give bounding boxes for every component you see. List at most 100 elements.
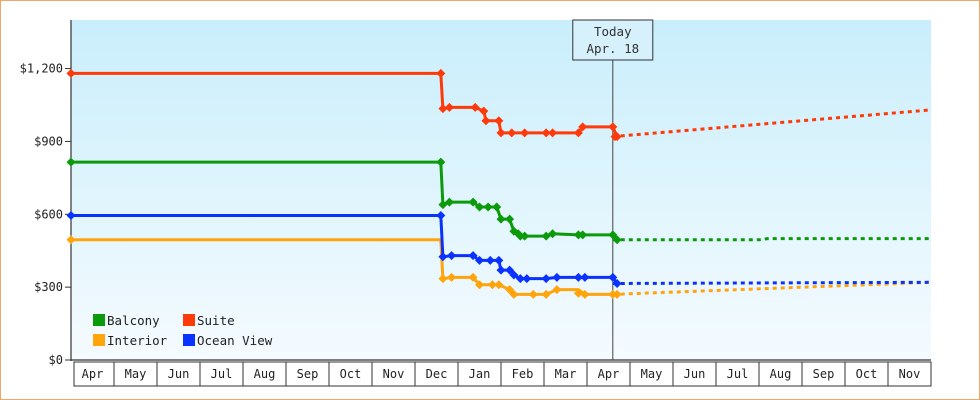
series-forecast-suite	[612, 108, 932, 139]
data-point-suite	[541, 128, 551, 138]
data-point-balcony	[444, 197, 454, 207]
data-point-suite	[438, 104, 448, 114]
data-point-interior	[528, 289, 538, 299]
series-forecast-balcony	[612, 237, 931, 242]
data-point-suite	[470, 102, 480, 112]
data-point-ocean-view	[66, 211, 76, 220]
data-point-suite	[479, 106, 489, 116]
x-tick-label: Jul	[727, 367, 749, 381]
legend-label: Ocean View	[197, 333, 273, 348]
x-tick-strip	[73, 361, 932, 387]
data-point-suite	[612, 132, 622, 142]
data-point-ocean-view	[612, 279, 622, 288]
legend-swatch	[183, 314, 195, 326]
x-tick-label: Apr	[598, 367, 620, 381]
data-point-suite	[494, 116, 504, 126]
y-tick-label: $1,200	[20, 62, 63, 76]
series-balcony	[66, 157, 931, 245]
legend-swatch	[93, 314, 105, 326]
data-point-interior	[447, 272, 457, 282]
series-interior	[66, 235, 932, 299]
y-tick-label: $300	[34, 280, 63, 294]
data-point-suite	[608, 122, 618, 132]
data-point-balcony	[548, 229, 558, 239]
data-point-ocean-view	[509, 270, 519, 280]
today-label: Today	[594, 24, 632, 39]
data-point-balcony	[608, 230, 618, 240]
data-point-interior	[612, 289, 622, 299]
data-point-balcony	[66, 157, 76, 167]
data-point-ocean-view	[522, 274, 532, 284]
data-point-balcony	[468, 197, 478, 207]
data-point-suite	[444, 102, 454, 112]
data-point-interior	[475, 280, 484, 290]
series-layer	[66, 68, 932, 299]
series-forecast-interior	[612, 280, 932, 296]
x-tick-label: Aug	[770, 367, 792, 381]
legend-label: Interior	[107, 333, 168, 348]
legend: Balcony Suite Interior Ocean View	[93, 313, 273, 348]
data-point-suite	[66, 68, 76, 78]
data-point-balcony	[612, 235, 622, 245]
data-point-ocean-view	[438, 252, 448, 262]
data-point-interior	[66, 235, 76, 245]
today-marker: Today Apr. 18	[572, 19, 654, 360]
series-suite	[66, 68, 932, 142]
data-point-interior	[541, 289, 551, 299]
legend-swatch	[93, 334, 105, 346]
x-tick-label: Dec	[426, 367, 448, 381]
x-tick-label: Feb	[512, 367, 534, 381]
data-point-suite	[481, 116, 491, 126]
data-point-ocean-view	[447, 251, 457, 261]
legend-swatch	[183, 334, 195, 346]
y-tick-label: $900	[34, 134, 63, 148]
y-tick-label: $600	[34, 207, 63, 221]
data-point-suite	[520, 128, 530, 138]
data-point-ocean-view	[608, 272, 618, 282]
series-forecast-ocean-view	[612, 280, 932, 285]
data-point-suite	[578, 122, 588, 132]
data-point-interior	[552, 285, 562, 295]
today-date: Apr. 18	[586, 41, 639, 56]
data-point-interior	[580, 289, 590, 299]
y-axis: $0 $300 $600 $900 $1,200	[20, 20, 72, 367]
data-point-interior	[487, 280, 497, 290]
today-box	[572, 19, 654, 61]
legend-label: Suite	[197, 313, 235, 328]
data-point-interior	[494, 280, 504, 290]
x-tick-label: May	[641, 367, 663, 381]
data-point-ocean-view	[573, 272, 583, 282]
data-point-ocean-view	[541, 274, 551, 284]
data-point-suite	[507, 128, 517, 138]
y-tick-label: $0	[49, 353, 63, 367]
x-tick-label: Jun	[684, 367, 706, 381]
x-tick-label: Apr	[82, 367, 104, 381]
data-point-interior	[509, 289, 519, 299]
x-tick-label: Oct	[856, 367, 878, 381]
data-point-balcony	[505, 214, 515, 224]
data-point-balcony	[496, 214, 506, 224]
data-point-interior	[468, 272, 478, 282]
x-tick-label: Jan	[469, 367, 491, 381]
data-point-ocean-view	[552, 272, 562, 282]
x-tick-label: Sep	[297, 367, 319, 381]
data-point-ocean-view	[436, 211, 446, 220]
data-point-interior	[438, 274, 448, 284]
data-point-balcony	[492, 202, 502, 212]
x-tick-label: Jun	[168, 367, 190, 381]
data-point-interior	[573, 288, 583, 298]
series-ocean-view	[66, 211, 932, 288]
data-point-suite	[436, 68, 446, 78]
data-point-suite	[548, 128, 558, 138]
x-tick-label: Jul	[211, 367, 233, 381]
data-point-suite	[496, 128, 506, 138]
legend-label: Balcony	[107, 313, 160, 328]
plot-area	[71, 20, 931, 360]
data-point-interior	[505, 285, 515, 295]
data-point-ocean-view	[505, 265, 515, 275]
data-point-ocean-view	[496, 265, 506, 275]
data-point-ocean-view	[580, 272, 590, 282]
x-tick-label: Mar	[555, 367, 577, 381]
x-axis: Apr May Jun Jul Aug Sep Oct Nov Dec Jan Feb Mar Apr M…	[71, 359, 932, 387]
